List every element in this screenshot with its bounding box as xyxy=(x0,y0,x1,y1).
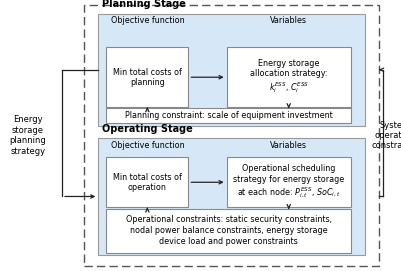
Bar xyxy=(106,157,188,207)
Bar xyxy=(98,14,365,126)
Text: System
operating
constraints: System operating constraints xyxy=(372,121,401,150)
Text: Min total costs of
planning: Min total costs of planning xyxy=(113,67,182,87)
Bar xyxy=(227,157,351,207)
Text: Planning Stage: Planning Stage xyxy=(102,0,186,9)
Bar xyxy=(98,138,365,255)
Text: Min total costs of
operation: Min total costs of operation xyxy=(113,173,182,192)
Text: Objective function: Objective function xyxy=(111,16,184,25)
Text: Planning constraint: scale of equipment investment: Planning constraint: scale of equipment … xyxy=(125,111,332,120)
Text: Energy storage
allocation strategy:
$k_i^{ESS}$, $C_i^{ESS}$: Energy storage allocation strategy: $k_i… xyxy=(250,59,328,95)
Text: Operating Stage: Operating Stage xyxy=(102,124,193,134)
Text: Variables: Variables xyxy=(270,16,307,25)
Bar xyxy=(84,5,379,266)
Bar xyxy=(106,47,188,107)
Bar xyxy=(106,209,351,253)
Text: Operational constraints: static security constraints,
nodal power balance constr: Operational constraints: static security… xyxy=(126,215,332,247)
Bar xyxy=(106,108,351,123)
Text: Operational scheduling
strategy for energy storage
at each node: $P_{i,t}^{ESS}$: Operational scheduling strategy for ener… xyxy=(233,164,344,200)
Text: Objective function: Objective function xyxy=(111,141,184,150)
Text: Energy
storage
planning
strategy: Energy storage planning strategy xyxy=(10,115,47,156)
Bar xyxy=(227,47,351,107)
Text: Variables: Variables xyxy=(270,141,307,150)
